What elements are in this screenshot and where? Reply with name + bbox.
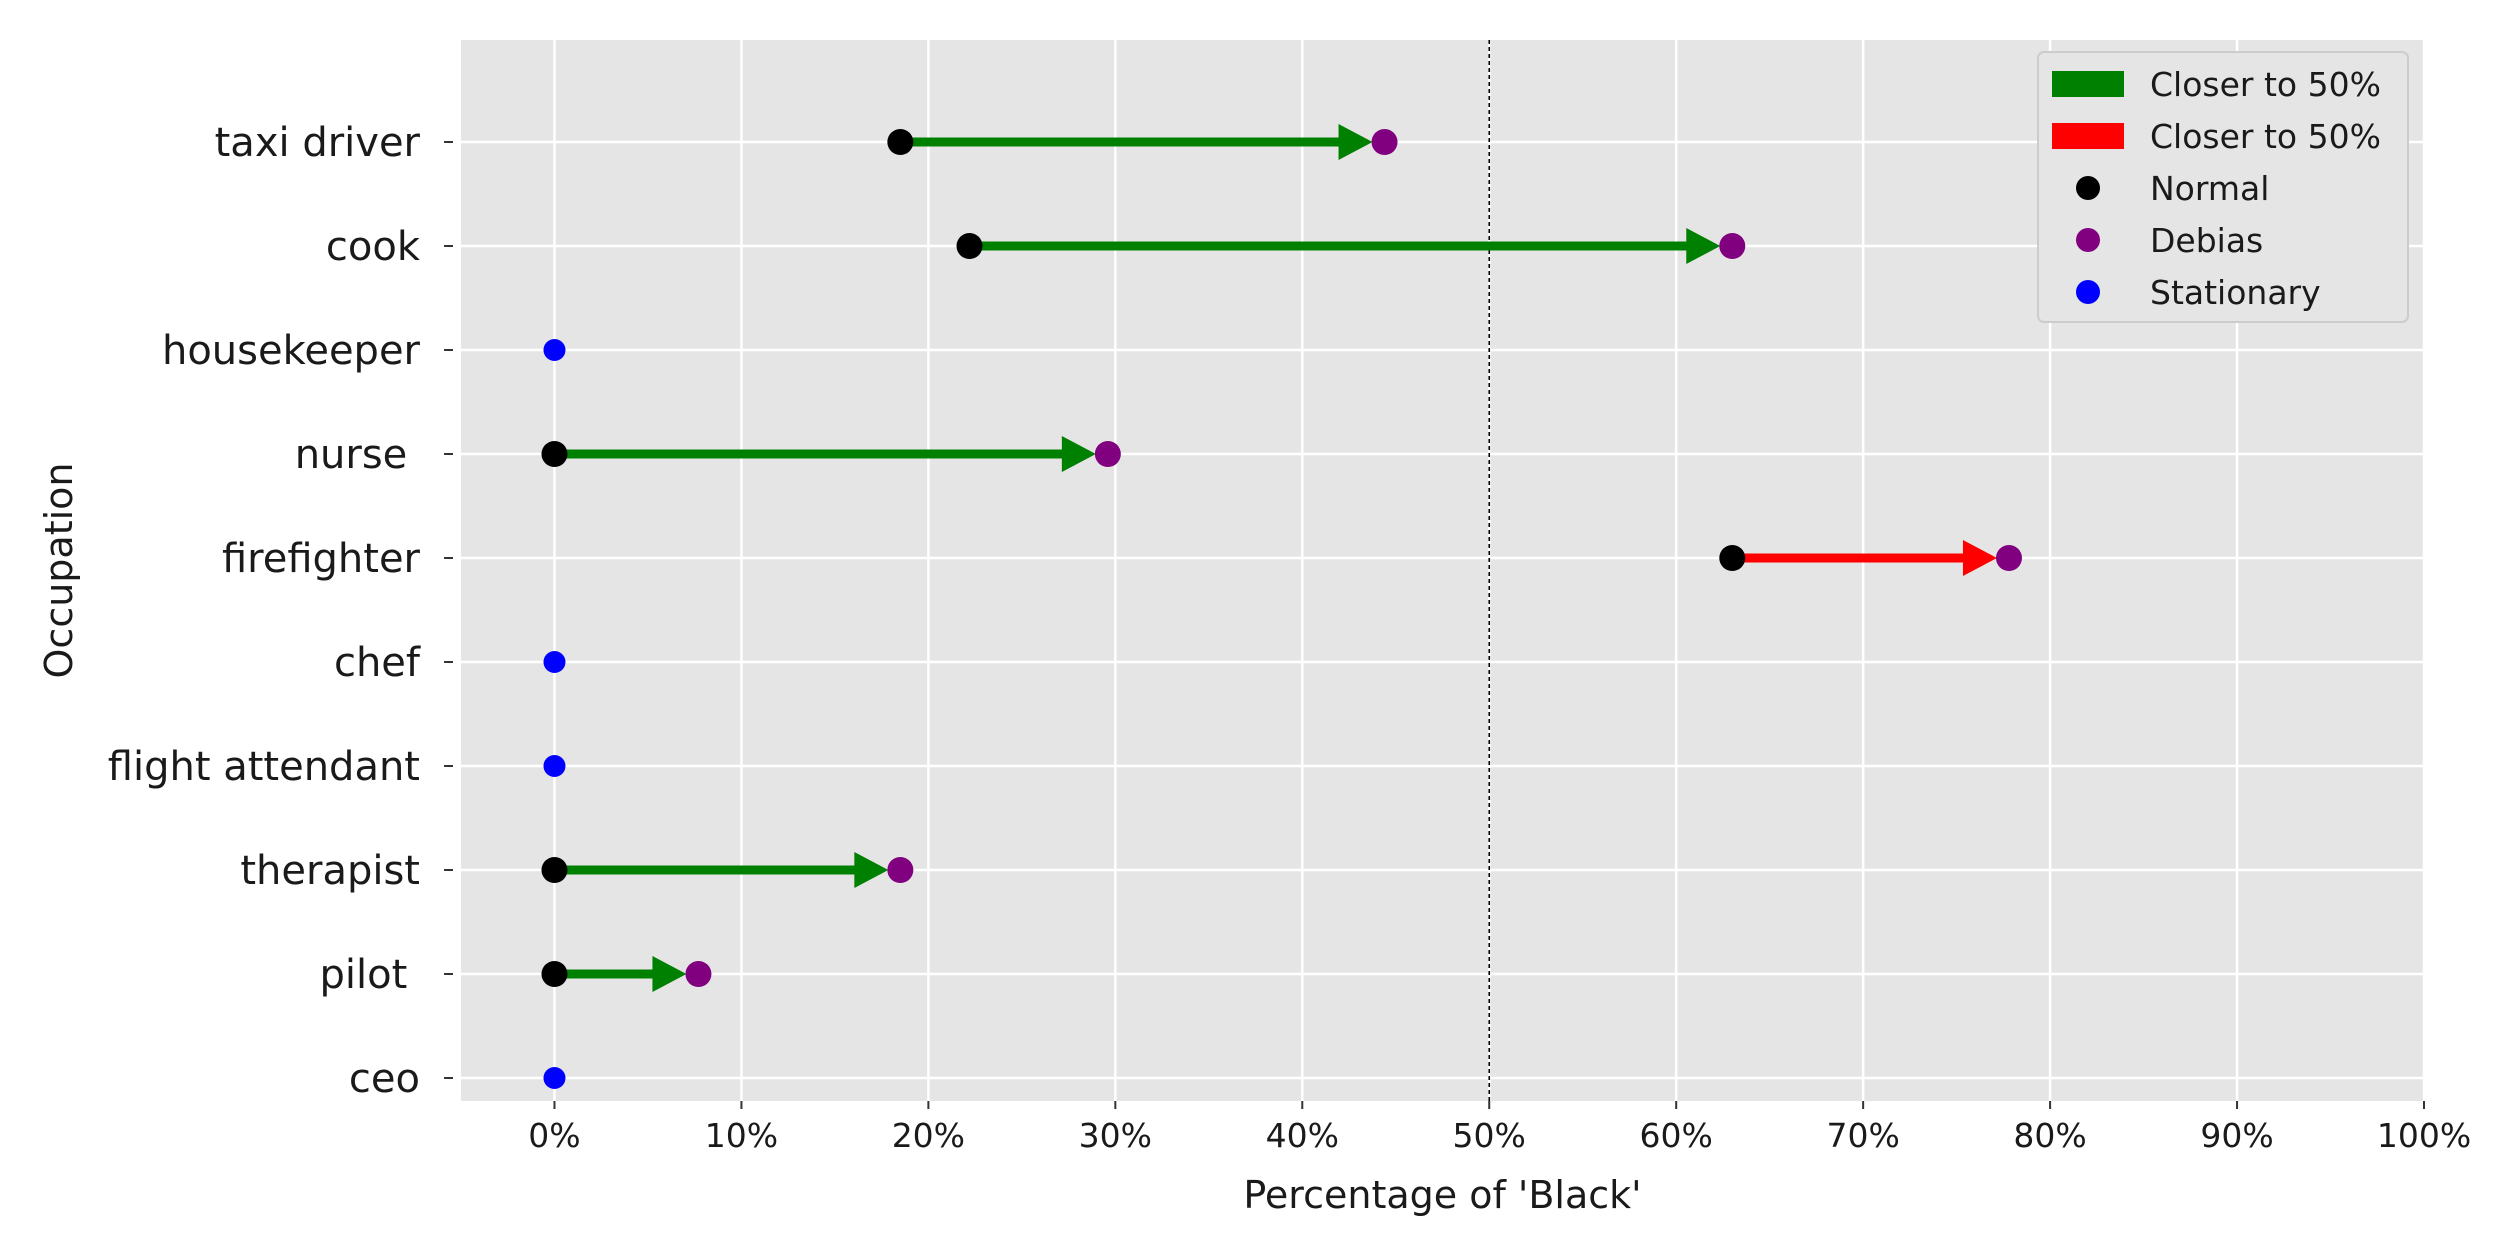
y-category-label: ceo — [349, 1056, 420, 1102]
x-tick-label: 50% — [1453, 1116, 1526, 1155]
debias-point — [685, 961, 712, 987]
x-tick-label: 70% — [1826, 1116, 1899, 1155]
legend-swatch-closer — [2052, 71, 2124, 97]
normal-point — [541, 961, 568, 987]
x-tick-label: 10% — [705, 1116, 778, 1155]
debias-point — [1094, 441, 1121, 467]
y-category-label: chef — [334, 640, 421, 686]
change-arrow-head — [1061, 436, 1096, 472]
x-tick-label: 90% — [2200, 1116, 2273, 1155]
x-tick-label: 60% — [1640, 1116, 1713, 1155]
change-arrow-head — [1686, 228, 1721, 264]
x-axis-title: Percentage of 'Black' — [1243, 1173, 1641, 1217]
stationary-point — [543, 339, 566, 361]
normal-point — [956, 233, 983, 259]
normal-point — [1719, 545, 1746, 571]
x-tick-label: 30% — [1079, 1116, 1152, 1155]
x-tick-label: 80% — [2013, 1116, 2086, 1155]
debias-point — [1995, 545, 2022, 571]
x-tick-label: 0% — [528, 1116, 580, 1155]
debias-point — [887, 857, 914, 883]
legend-label: Normal — [2150, 169, 2269, 208]
y-category-label: firefighter — [222, 536, 421, 582]
x-tick-label: 20% — [892, 1116, 965, 1155]
y-category-label: therapist — [240, 848, 420, 894]
legend-label: Debias — [2150, 221, 2263, 260]
legend-label: Stationary — [2150, 273, 2321, 312]
stationary-point — [543, 651, 566, 673]
y-category-label: nurse — [295, 432, 420, 478]
y-category-label: flight attendant — [108, 744, 420, 790]
y-axis-title: Occupation — [37, 463, 81, 679]
normal-point — [887, 129, 914, 155]
legend-label: Closer to 50% — [2150, 117, 2381, 156]
y-category-label: cook — [326, 224, 421, 270]
legend-marker-debias — [2076, 228, 2100, 252]
debias-point — [1371, 129, 1398, 155]
change-arrow-head — [854, 852, 889, 888]
debias-point — [1719, 233, 1746, 259]
y-category-label: pilot — [320, 952, 421, 998]
stationary-point — [543, 1067, 566, 1089]
y-category-label: housekeeper — [162, 328, 421, 374]
legend-marker-stationary — [2076, 280, 2100, 304]
change-arrow-head — [652, 956, 687, 992]
normal-point — [541, 441, 568, 467]
legend-swatch-farther — [2052, 123, 2124, 149]
change-arrow-head — [1338, 124, 1373, 160]
normal-point — [541, 857, 568, 883]
change-arrow-head — [1962, 540, 1997, 576]
stationary-point — [543, 755, 566, 777]
legend-marker-normal — [2076, 176, 2100, 200]
legend-label: Closer to 50% — [2150, 65, 2381, 104]
x-tick-label: 40% — [1266, 1116, 1339, 1155]
x-tick-label: 100% — [2377, 1116, 2471, 1155]
y-category-label: taxi driver — [215, 120, 421, 166]
legend-box — [2037, 51, 2409, 323]
